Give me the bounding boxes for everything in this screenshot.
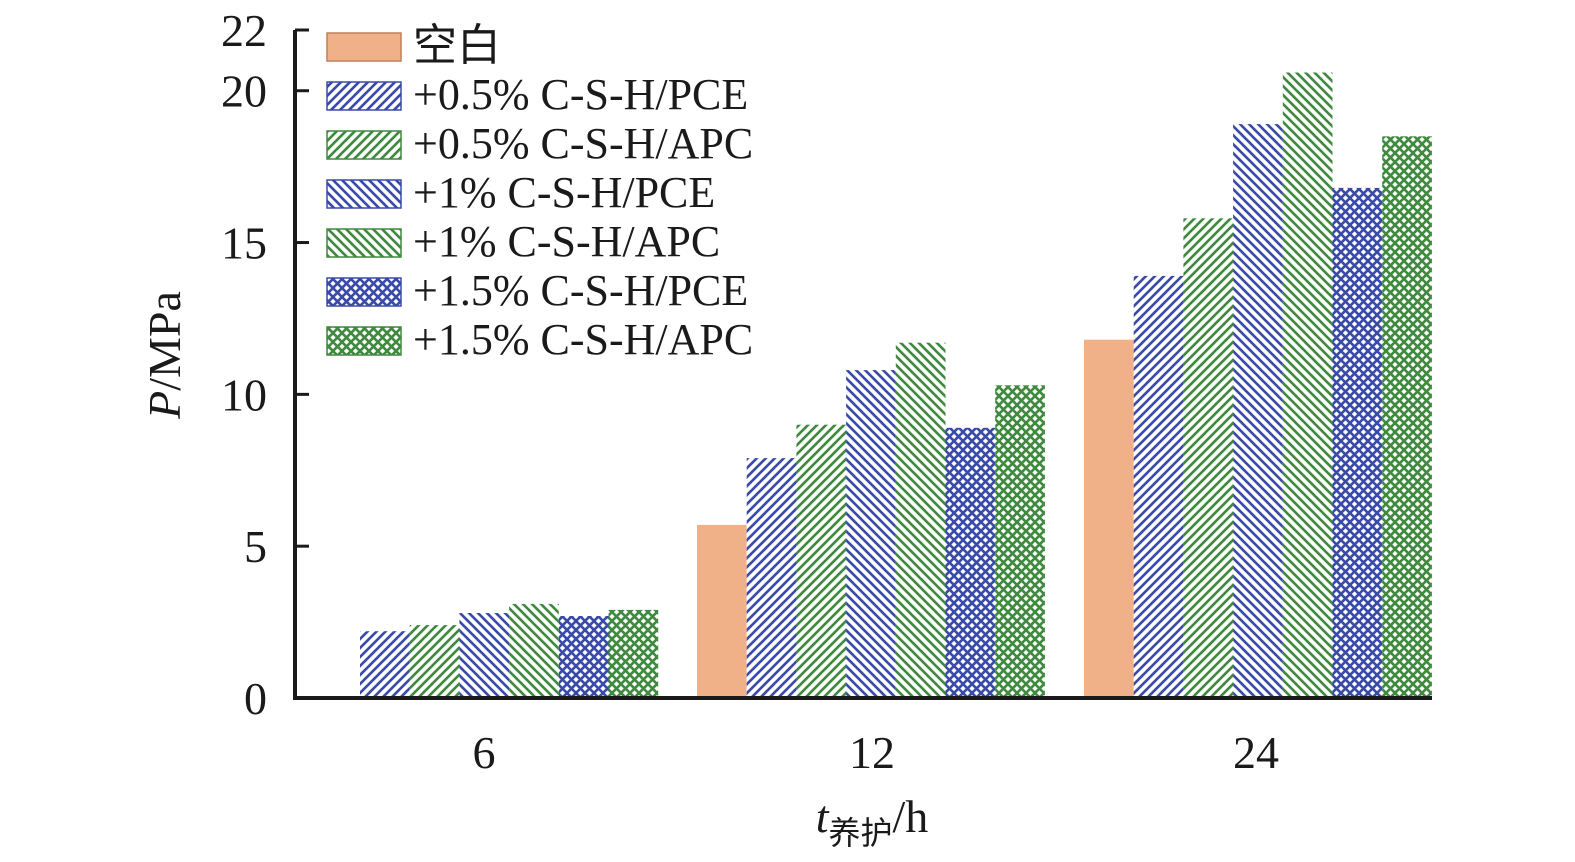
bar-12h-series-0 [697,524,747,698]
y-tick-label-0: 0 [244,673,267,724]
legend-label-4: +1% C-S-H/APC [413,217,720,266]
legend-swatch-0 [326,32,402,62]
y-tick-label-10: 10 [221,369,267,420]
bar-12h-series-1 [746,458,797,698]
legend-label-5: +1.5% C-S-H/PCE [413,266,748,315]
bar-24h-series-1 [1133,275,1184,698]
bar-6h-series-4 [509,603,559,698]
x-axis-label-subscript: 养护 [828,815,892,851]
legend-label-3: +1% C-S-H/PCE [413,168,715,217]
bar-6h-series-2 [409,625,460,698]
bar-24h-series-6 [1382,136,1432,699]
bar-6h-series-5 [558,616,609,698]
y-tick-label-22: 22 [221,5,267,56]
bars-layer [360,72,1432,699]
legend-swatch-6 [326,326,402,356]
bar-12h-series-3 [846,370,896,698]
y-tick-label-5: 5 [244,521,267,572]
y-axis-label-unit: /MPa [139,291,190,391]
legend-swatch-3 [326,179,402,209]
bar-6h-series-3 [459,613,510,698]
bar-12h-series-5 [945,427,996,698]
legend-label-2: +0.5% C-S-H/APC [413,119,753,168]
x-axis-label: t养护/h [816,791,929,851]
axes-layer: 0 5 10 15 20 22 6 12 24 [221,5,1432,778]
bar-6h-series-1 [360,631,410,698]
bar-24h-series-3 [1233,124,1283,699]
bar-12h-series-4 [895,342,946,698]
y-tick-label-15: 15 [221,218,267,269]
y-axis-label-symbol: P [139,391,190,420]
x-axis-label-symbol: t [816,791,830,842]
bar-24h-series-0 [1084,339,1134,698]
bar-12h-series-2 [796,424,847,698]
bar-24h-series-4 [1282,72,1333,698]
legend-label-0: 空白 [413,21,501,70]
x-tick-label-6: 6 [473,727,496,778]
legend: 空白+0.5% C-S-H/PCE+0.5% C-S-H/APC+1% C-S-… [326,21,753,364]
bar-24h-series-5 [1332,187,1383,698]
y-axis-label: P/MPa [139,291,190,420]
bar-12h-series-6 [995,385,1045,698]
bar-24h-series-2 [1183,218,1234,699]
legend-swatch-4 [326,228,402,258]
x-tick-label-12: 12 [849,727,895,778]
x-tick-label-24: 24 [1233,727,1279,778]
bar-6h-series-6 [608,609,659,698]
legend-label-1: +0.5% C-S-H/PCE [413,70,748,119]
y-tick-label-20: 20 [221,66,267,117]
x-axis-label-unit: /h [893,791,929,842]
legend-swatch-5 [326,277,402,307]
legend-label-6: +1.5% C-S-H/APC [413,315,753,364]
legend-swatch-2 [326,130,402,160]
legend-swatch-1 [326,81,402,111]
